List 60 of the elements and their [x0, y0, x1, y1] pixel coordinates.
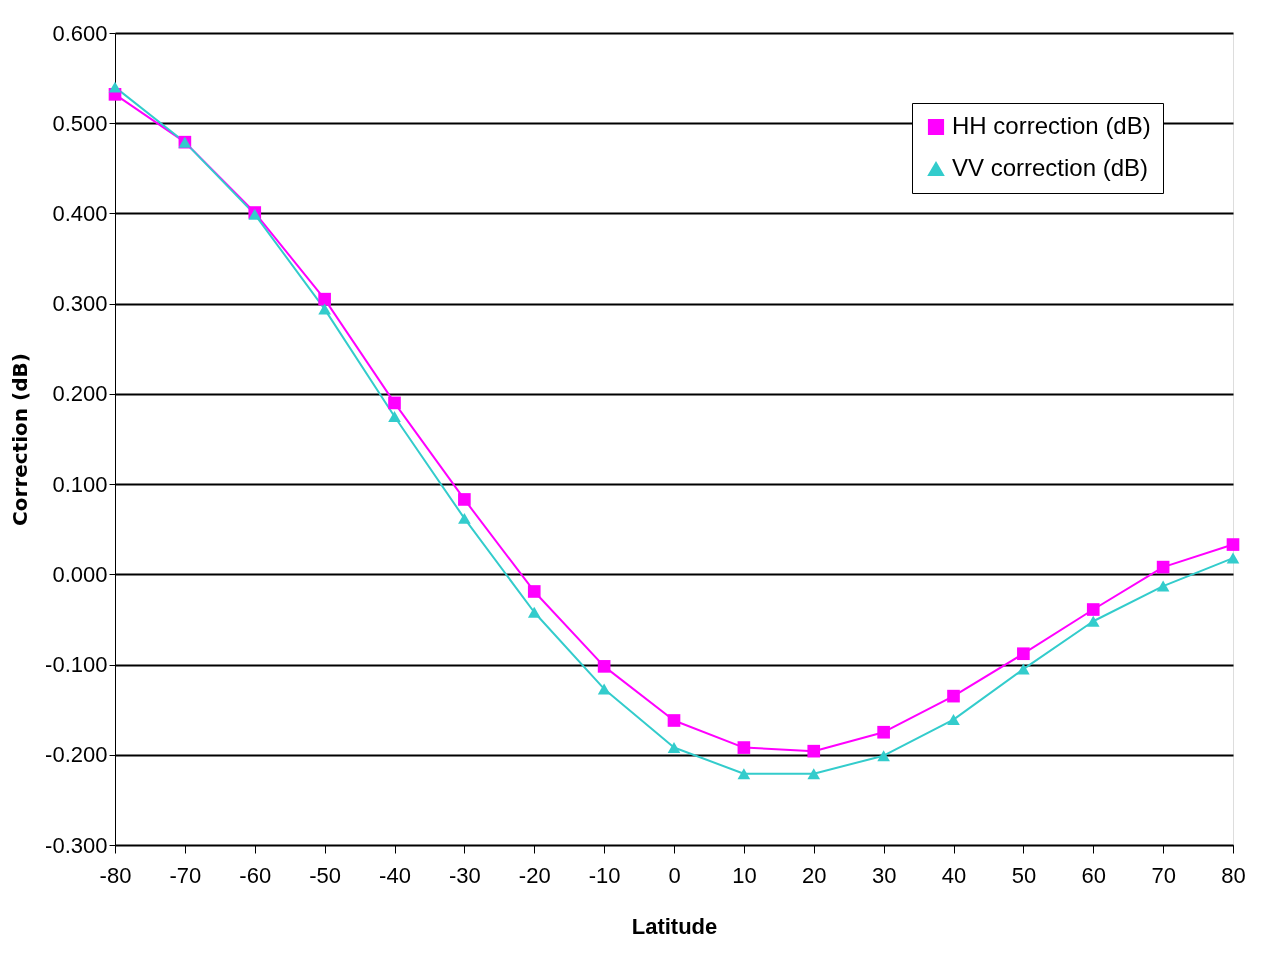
- legend-label: HH correction (dB): [952, 112, 1151, 139]
- x-tick-label: -30: [448, 862, 481, 888]
- point: [318, 292, 331, 306]
- point: [737, 768, 751, 780]
- y-axis-title: Correction (dB): [8, 353, 33, 526]
- x-tick-label: 70: [1151, 862, 1176, 888]
- point: [667, 742, 681, 754]
- point: [1156, 560, 1170, 574]
- y-tick-label: 0.100: [52, 471, 108, 497]
- x-tick-label: 50: [1011, 862, 1037, 888]
- y-tick-label: 0.500: [52, 110, 108, 136]
- x-tick-label: 30: [871, 862, 897, 888]
- point: [807, 768, 821, 780]
- y-tick-label: -0.200: [45, 742, 108, 768]
- x-tick-label: 60: [1081, 862, 1106, 888]
- y-tick-label: 0.200: [52, 381, 108, 407]
- point: [1226, 552, 1240, 564]
- point: [458, 512, 471, 524]
- point: [458, 493, 471, 506]
- point: [1017, 663, 1030, 675]
- point: [1156, 580, 1170, 592]
- point: [877, 750, 890, 762]
- point: [388, 396, 401, 410]
- x-tick-label: -40: [379, 862, 411, 888]
- x-tick-label: 10: [732, 862, 757, 888]
- point: [1017, 647, 1030, 661]
- y-tick-label: 0.600: [52, 20, 108, 46]
- y-tick-label: 0.400: [52, 200, 108, 226]
- point: [947, 714, 960, 726]
- y-tick-label: -0.300: [45, 832, 108, 858]
- point: [597, 683, 611, 695]
- point: [667, 714, 681, 727]
- x-axis-title: Latitude: [631, 913, 718, 939]
- x-tick-label: 80: [1221, 862, 1246, 888]
- y-tick-label: 0.300: [52, 291, 108, 317]
- legend-label: VV correction (dB): [952, 154, 1149, 181]
- point: [947, 689, 960, 703]
- x-tick-label: 20: [802, 862, 827, 888]
- point: [108, 81, 122, 93]
- x-tick-label: 40: [941, 862, 967, 888]
- y-tick-label: -0.100: [45, 652, 108, 678]
- x-tick-label: -80: [99, 862, 132, 888]
- x-tick-label: -10: [588, 862, 621, 888]
- point: [597, 660, 611, 673]
- point: [388, 410, 401, 422]
- x-tick-label: -20: [518, 862, 551, 888]
- x-tick-label: 0: [668, 862, 681, 888]
- point: [527, 606, 541, 618]
- point: [1086, 603, 1100, 616]
- x-tick-label: -60: [239, 862, 272, 888]
- point: [737, 741, 751, 754]
- x-tick-label: -70: [169, 862, 202, 888]
- y-tick-label: 0.000: [52, 561, 108, 587]
- point: [1086, 615, 1100, 627]
- point: [1226, 538, 1240, 551]
- point: [527, 585, 541, 598]
- point: [318, 303, 331, 315]
- x-tick-label: -50: [309, 862, 342, 888]
- point: [877, 725, 890, 739]
- point: [807, 744, 821, 758]
